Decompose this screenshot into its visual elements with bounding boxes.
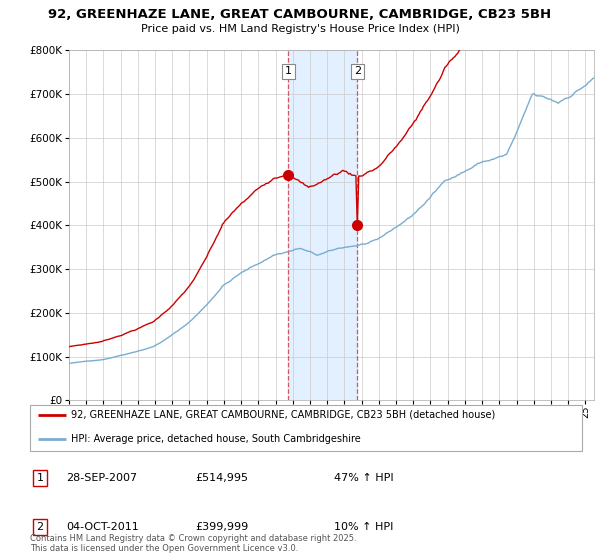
Text: 1: 1 bbox=[37, 473, 43, 483]
Text: 10% ↑ HPI: 10% ↑ HPI bbox=[334, 522, 393, 532]
Text: 28-SEP-2007: 28-SEP-2007 bbox=[66, 473, 137, 483]
Text: 2: 2 bbox=[37, 522, 43, 532]
Text: 04-OCT-2011: 04-OCT-2011 bbox=[66, 522, 139, 532]
Text: 47% ↑ HPI: 47% ↑ HPI bbox=[334, 473, 393, 483]
Text: 2: 2 bbox=[354, 67, 361, 76]
Text: Contains HM Land Registry data © Crown copyright and database right 2025.
This d: Contains HM Land Registry data © Crown c… bbox=[30, 534, 356, 553]
Text: £399,999: £399,999 bbox=[196, 522, 249, 532]
Text: £514,995: £514,995 bbox=[196, 473, 248, 483]
Text: HPI: Average price, detached house, South Cambridgeshire: HPI: Average price, detached house, Sout… bbox=[71, 435, 361, 444]
Text: 92, GREENHAZE LANE, GREAT CAMBOURNE, CAMBRIDGE, CB23 5BH (detached house): 92, GREENHAZE LANE, GREAT CAMBOURNE, CAM… bbox=[71, 410, 496, 420]
Text: 92, GREENHAZE LANE, GREAT CAMBOURNE, CAMBRIDGE, CB23 5BH: 92, GREENHAZE LANE, GREAT CAMBOURNE, CAM… bbox=[49, 8, 551, 21]
Text: 1: 1 bbox=[285, 67, 292, 76]
Text: Price paid vs. HM Land Registry's House Price Index (HPI): Price paid vs. HM Land Registry's House … bbox=[140, 24, 460, 34]
Bar bbox=[289, 50, 358, 400]
FancyBboxPatch shape bbox=[30, 405, 582, 451]
